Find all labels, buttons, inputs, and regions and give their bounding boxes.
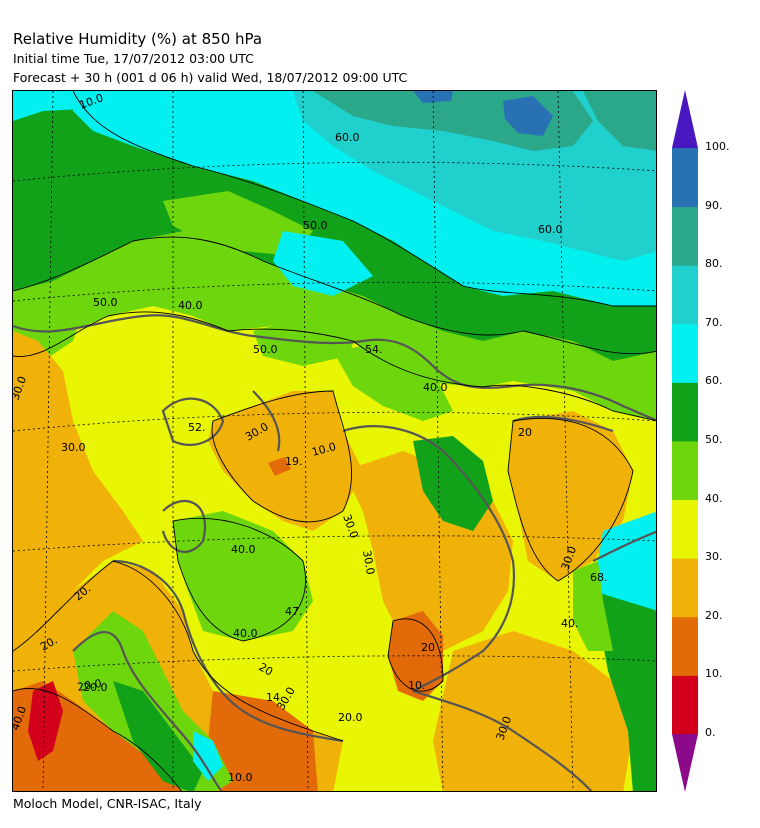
contour-label: 20.0 — [338, 711, 363, 724]
contour-label: 68. — [590, 571, 608, 584]
legend-tick-label: 20. — [705, 608, 723, 622]
legend-bin — [672, 616, 698, 676]
legend-bin — [672, 675, 698, 735]
forecast-valid-time: Forecast + 30 h (001 d 06 h) valid Wed, … — [13, 70, 408, 85]
contour-label: 20.0 — [83, 681, 108, 694]
color-legend — [672, 90, 698, 792]
contour-lines — [13, 91, 656, 791]
region-60-70-patch — [273, 231, 373, 296]
legend-bin — [672, 558, 698, 618]
region-10-20-center — [388, 611, 443, 701]
humidity-map: 10.0 50.0 60.0 50.0 60.0 40.0 50.0 54. 4… — [12, 90, 657, 792]
contour-label: 14. — [266, 691, 284, 704]
legend-tick-label: 40. — [705, 491, 723, 505]
legend-bin — [672, 323, 698, 383]
region-40-50-central — [173, 511, 313, 641]
model-credit: Moloch Model, CNR-ISAC, Italy — [13, 796, 202, 811]
region-20-30-southeast — [433, 631, 633, 791]
region-80-90-patch — [583, 91, 656, 151]
region-90-100 — [503, 96, 553, 136]
contour-label: 20 — [518, 426, 532, 439]
initial-time: Initial time Tue, 17/07/2012 03:00 UTC — [13, 51, 254, 66]
legend-tick-label: 90. — [705, 198, 723, 212]
contour-label: 20.0 — [76, 677, 102, 694]
contour-label: 40.0 — [178, 299, 203, 312]
legend-bin — [672, 148, 698, 208]
contour-label: 40.0 — [231, 543, 256, 556]
contour-label: 30.0 — [61, 441, 86, 454]
legend-tick-label: 100. — [705, 140, 730, 153]
region-10-20-center-small — [268, 457, 291, 476]
contour-label: 50.0 — [253, 343, 278, 356]
region-50-60-mountains — [413, 436, 493, 531]
region-20-30-west — [13, 331, 143, 651]
contour-label: 10.0 — [228, 771, 253, 784]
contour-label: 10. — [408, 679, 426, 692]
humidity-field: 10.0 50.0 60.0 50.0 60.0 40.0 50.0 54. 4… — [13, 91, 656, 791]
contour-label: 20 — [421, 641, 435, 654]
legend-tick-label: 0. — [705, 726, 716, 739]
region-60-70-east — [593, 511, 656, 611]
legend-tick-label: 80. — [705, 257, 723, 271]
region-0-10 — [28, 681, 63, 761]
contour-label: 40. — [561, 617, 579, 630]
legend-bin — [672, 265, 698, 325]
contour-label: 54. — [365, 343, 383, 356]
contour-label: 20 — [257, 660, 276, 678]
legend-tick-label: 50. — [705, 433, 723, 446]
contour-label: 30.0 — [360, 549, 377, 575]
contour-label: 52. — [188, 421, 206, 434]
region-40-50-northeast — [333, 341, 453, 421]
contour-label: 10.0 — [310, 440, 337, 459]
legend-bin — [672, 441, 698, 501]
contour-label: 40.0 — [233, 627, 258, 640]
region-40-50-east — [573, 561, 613, 651]
legend-over-triangle — [672, 90, 698, 148]
contour-label: 60.0 — [538, 223, 563, 236]
region-60-70-northwest — [13, 91, 83, 121]
legend-tick-label: 10. — [705, 667, 723, 681]
legend-tick-label: 60. — [705, 374, 723, 388]
legend-bin — [672, 382, 698, 442]
legend-bin — [672, 206, 698, 266]
legend-tick-label: 70. — [705, 315, 723, 329]
legend-under-triangle — [672, 734, 698, 792]
region-60-70-southwest-lake — [193, 731, 223, 781]
region-50-60-southwest-coast — [113, 681, 203, 791]
contour-label: 19. — [285, 455, 303, 468]
region-10-20-south-center — [208, 691, 318, 791]
contour-label: 40.0 — [423, 381, 448, 394]
legend-bar — [672, 90, 698, 792]
chart-title: Relative Humidity (%) at 850 hPa — [13, 30, 263, 48]
contour-label: 50.0 — [303, 219, 328, 232]
coastlines — [13, 314, 656, 791]
legend-tick-label: 30. — [705, 550, 723, 564]
legend-bin — [672, 499, 698, 559]
contour-label: 47. — [285, 605, 303, 618]
contour-label: 60.0 — [335, 131, 360, 144]
contour-label: 50.0 — [93, 296, 118, 309]
